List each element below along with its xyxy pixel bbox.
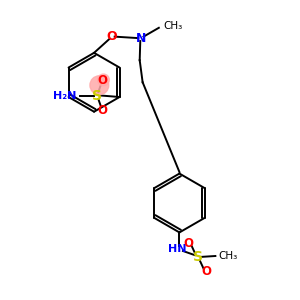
Text: CH₃: CH₃: [218, 251, 238, 261]
Text: CH₃: CH₃: [164, 21, 183, 31]
Circle shape: [90, 76, 109, 94]
Text: O: O: [97, 74, 107, 87]
Circle shape: [98, 74, 110, 86]
Text: H₂N: H₂N: [53, 91, 76, 100]
Text: S: S: [193, 250, 203, 265]
Text: O: O: [184, 237, 194, 250]
Text: O: O: [106, 30, 117, 43]
Text: S: S: [92, 88, 103, 103]
Text: O: O: [202, 265, 212, 278]
Text: N: N: [136, 32, 146, 45]
Text: O: O: [97, 104, 107, 117]
Text: HN: HN: [168, 244, 186, 254]
